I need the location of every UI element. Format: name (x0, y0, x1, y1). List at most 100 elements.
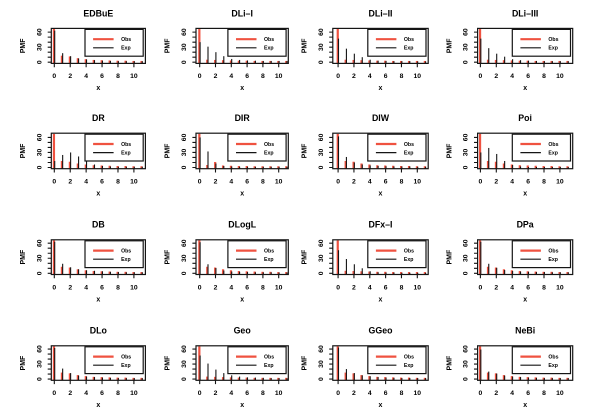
svg-text:0: 0 (336, 390, 340, 397)
svg-text:60: 60 (318, 133, 325, 141)
svg-text:8: 8 (261, 284, 265, 291)
svg-text:30: 30 (463, 43, 470, 51)
svg-text:6: 6 (100, 73, 104, 80)
svg-text:6: 6 (526, 73, 530, 80)
svg-text:60: 60 (181, 239, 188, 247)
svg-text:PMF: PMF (446, 355, 453, 371)
svg-text:Obs: Obs (404, 142, 414, 148)
svg-text:2: 2 (494, 390, 498, 397)
svg-text:8: 8 (542, 179, 546, 186)
svg-text:6: 6 (100, 179, 104, 186)
svg-text:2: 2 (494, 284, 498, 291)
svg-text:PMF: PMF (302, 38, 309, 54)
svg-text:10: 10 (130, 390, 138, 397)
svg-text:30: 30 (318, 254, 325, 262)
svg-text:60: 60 (318, 28, 325, 36)
svg-text:DLi–I: DLi–I (231, 8, 253, 18)
svg-text:0: 0 (198, 179, 202, 186)
svg-text:Geo: Geo (234, 326, 252, 336)
svg-text:x: x (240, 191, 244, 198)
svg-text:x: x (379, 85, 383, 92)
svg-text:0: 0 (198, 390, 202, 397)
svg-text:2: 2 (352, 284, 356, 291)
svg-text:10: 10 (556, 284, 564, 291)
svg-text:Obs: Obs (264, 249, 274, 255)
svg-text:x: x (379, 296, 383, 303)
svg-text:8: 8 (261, 73, 265, 80)
svg-text:x: x (96, 296, 100, 303)
svg-text:DLo: DLo (90, 326, 108, 336)
svg-text:Obs: Obs (548, 37, 558, 43)
svg-text:60: 60 (463, 28, 470, 36)
svg-text:0: 0 (336, 73, 340, 80)
svg-text:PMF: PMF (165, 38, 172, 54)
svg-text:8: 8 (261, 390, 265, 397)
svg-text:x: x (240, 402, 244, 409)
svg-text:GGeo: GGeo (369, 326, 394, 336)
svg-text:4: 4 (510, 284, 514, 291)
svg-text:10: 10 (130, 179, 138, 186)
svg-text:10: 10 (556, 390, 564, 397)
svg-text:4: 4 (84, 179, 88, 186)
svg-text:10: 10 (275, 73, 283, 80)
svg-text:2: 2 (214, 73, 218, 80)
svg-text:30: 30 (181, 148, 188, 156)
svg-text:Poi: Poi (518, 113, 532, 123)
svg-text:PMF: PMF (302, 355, 309, 371)
svg-text:10: 10 (275, 390, 283, 397)
svg-text:10: 10 (414, 390, 422, 397)
svg-text:0: 0 (52, 73, 56, 80)
svg-text:60: 60 (318, 345, 325, 353)
svg-text:0: 0 (479, 284, 483, 291)
svg-text:PMF: PMF (446, 38, 453, 54)
svg-text:0: 0 (36, 271, 43, 275)
svg-text:30: 30 (318, 43, 325, 51)
svg-text:2: 2 (214, 284, 218, 291)
svg-text:0: 0 (52, 179, 56, 186)
svg-text:DB: DB (92, 220, 105, 230)
svg-text:DR: DR (92, 113, 105, 123)
svg-text:Obs: Obs (264, 142, 274, 148)
svg-text:6: 6 (384, 284, 388, 291)
svg-text:x: x (240, 296, 244, 303)
svg-text:6: 6 (100, 284, 104, 291)
svg-text:2: 2 (68, 73, 72, 80)
svg-text:2: 2 (494, 179, 498, 186)
svg-text:8: 8 (116, 179, 120, 186)
svg-text:0: 0 (36, 60, 43, 64)
svg-text:0: 0 (336, 284, 340, 291)
svg-text:x: x (523, 191, 527, 198)
svg-text:30: 30 (36, 148, 43, 156)
svg-text:10: 10 (130, 284, 138, 291)
svg-text:60: 60 (181, 345, 188, 353)
svg-text:8: 8 (400, 179, 404, 186)
svg-text:30: 30 (181, 254, 188, 262)
svg-text:PMF: PMF (165, 249, 172, 265)
svg-text:8: 8 (261, 179, 265, 186)
svg-text:60: 60 (36, 133, 43, 141)
svg-text:8: 8 (400, 390, 404, 397)
svg-text:Exp: Exp (404, 151, 414, 157)
svg-text:60: 60 (318, 239, 325, 247)
svg-text:x: x (96, 402, 100, 409)
svg-text:10: 10 (275, 284, 283, 291)
svg-text:Exp: Exp (264, 257, 274, 263)
svg-text:x: x (523, 85, 527, 92)
svg-text:6: 6 (526, 179, 530, 186)
svg-text:PMF: PMF (446, 249, 453, 265)
svg-text:2: 2 (352, 73, 356, 80)
svg-text:30: 30 (463, 148, 470, 156)
svg-text:Obs: Obs (264, 355, 274, 361)
svg-text:0: 0 (318, 271, 325, 275)
svg-text:6: 6 (245, 179, 249, 186)
svg-text:0: 0 (463, 271, 470, 275)
svg-text:0: 0 (336, 179, 340, 186)
svg-text:2: 2 (68, 284, 72, 291)
svg-text:4: 4 (510, 390, 514, 397)
svg-text:8: 8 (542, 390, 546, 397)
svg-text:Obs: Obs (121, 37, 131, 43)
svg-text:Obs: Obs (121, 355, 131, 361)
svg-text:0: 0 (318, 377, 325, 381)
svg-text:2: 2 (214, 179, 218, 186)
svg-text:Exp: Exp (264, 363, 274, 369)
